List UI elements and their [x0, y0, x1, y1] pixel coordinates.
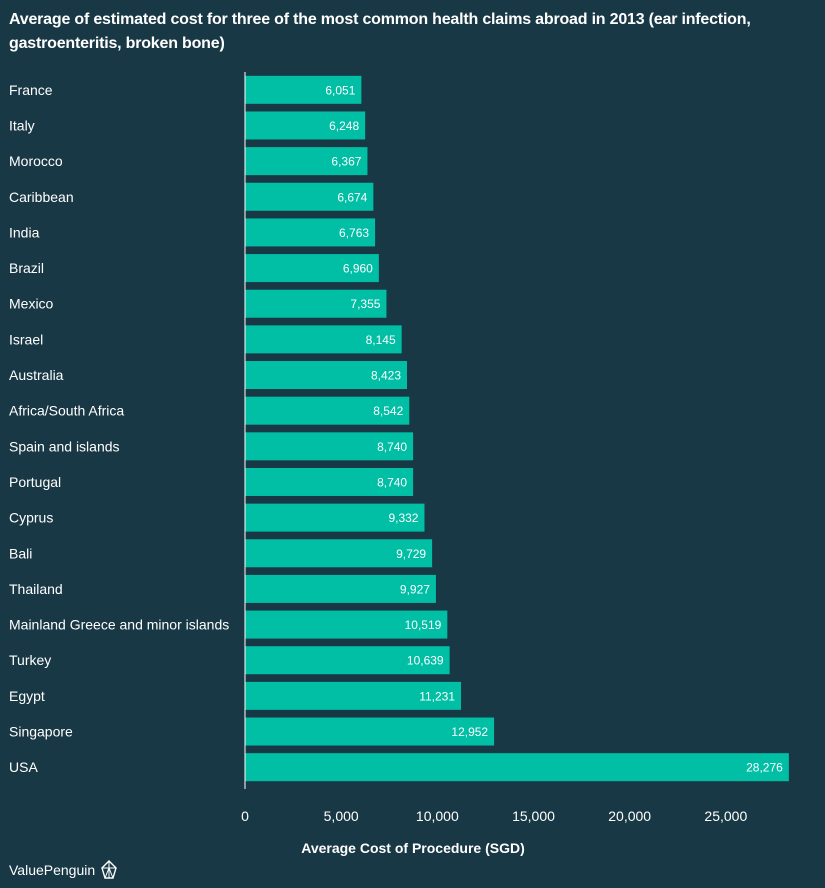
bar	[245, 361, 408, 390]
category-label: Portugal	[9, 474, 61, 490]
category-label: Turkey	[9, 652, 51, 668]
value-label: 8,542	[373, 404, 403, 418]
category-label: Israel	[9, 331, 43, 347]
bar	[245, 646, 450, 675]
value-label: 6,367	[331, 155, 361, 169]
x-tick-label: 25,000	[704, 808, 747, 824]
bar	[245, 111, 366, 140]
category-label: Egypt	[9, 688, 45, 704]
bar	[245, 396, 410, 425]
category-label: France	[9, 82, 53, 98]
category-label: Australia	[9, 367, 64, 383]
value-label: 10,639	[407, 654, 444, 668]
bar	[245, 681, 462, 710]
category-label: Spain and islands	[9, 438, 120, 454]
category-label: Thailand	[9, 581, 63, 597]
category-label: Caribbean	[9, 189, 74, 205]
value-label: 28,276	[746, 761, 783, 775]
category-label: Mainland Greece and minor islands	[9, 617, 229, 633]
value-label: 6,674	[337, 190, 367, 204]
brand-name: ValuePenguin	[9, 862, 96, 878]
x-tick-label: 0	[241, 808, 249, 824]
category-label: Brazil	[9, 260, 44, 276]
value-label: 6,960	[343, 262, 373, 276]
category-labels: France Italy Morocco Caribbean India Brazil Me…	[9, 82, 229, 775]
category-label: Singapore	[9, 724, 73, 740]
bar	[245, 503, 425, 532]
bar	[245, 539, 433, 568]
x-tick-label: 5,000	[324, 808, 359, 824]
bar	[245, 610, 448, 639]
value-label: 9,332	[388, 511, 418, 525]
value-label: 6,248	[329, 119, 359, 133]
value-label: 6,051	[325, 83, 355, 97]
chart-title: Average of estimated cost for three of t…	[9, 11, 751, 52]
bar	[245, 254, 379, 283]
x-tick-label: 15,000	[512, 808, 555, 824]
category-label: Africa/South Africa	[9, 403, 124, 419]
x-tick-label: 10,000	[416, 808, 459, 824]
bar	[245, 75, 362, 104]
value-label: 8,740	[377, 440, 407, 454]
value-label: 8,740	[377, 475, 407, 489]
category-label: Italy	[9, 117, 35, 133]
category-label: Mexico	[9, 296, 54, 312]
category-label: USA	[9, 759, 38, 775]
x-axis-ticks: 0 5,000 10,000 15,000 20,000 25,000	[241, 808, 747, 824]
value-label: 7,355	[350, 297, 380, 311]
category-label: Morocco	[9, 153, 63, 169]
value-label: 11,231	[419, 689, 455, 703]
bar	[245, 432, 414, 461]
value-label: 8,423	[371, 369, 401, 383]
value-label: 6,763	[339, 226, 369, 240]
bar	[245, 574, 436, 603]
category-label: Cyprus	[9, 510, 53, 526]
bar	[245, 147, 368, 176]
bar	[245, 182, 374, 211]
value-label: 8,145	[366, 333, 396, 347]
value-label: 9,927	[400, 582, 430, 596]
value-label: 10,519	[405, 618, 442, 632]
bar	[245, 218, 376, 247]
bar	[245, 467, 414, 496]
value-label: 12,952	[451, 725, 488, 739]
penguin-logo-icon	[101, 860, 117, 879]
bar	[245, 717, 495, 746]
category-label: Bali	[9, 545, 32, 561]
bar	[245, 753, 789, 782]
bars-group	[245, 75, 789, 782]
bar	[245, 325, 402, 354]
category-label: India	[9, 224, 40, 240]
brand-logo: ValuePenguin	[9, 860, 119, 880]
value-label: 9,729	[396, 547, 426, 561]
x-axis-title: Average Cost of Procedure (SGD)	[301, 840, 525, 856]
value-labels: 6,051 6,248 6,367 6,674 6,763 6,960 7,355 8,145…	[325, 83, 783, 774]
x-tick-label: 20,000	[608, 808, 651, 824]
bar	[245, 289, 387, 318]
